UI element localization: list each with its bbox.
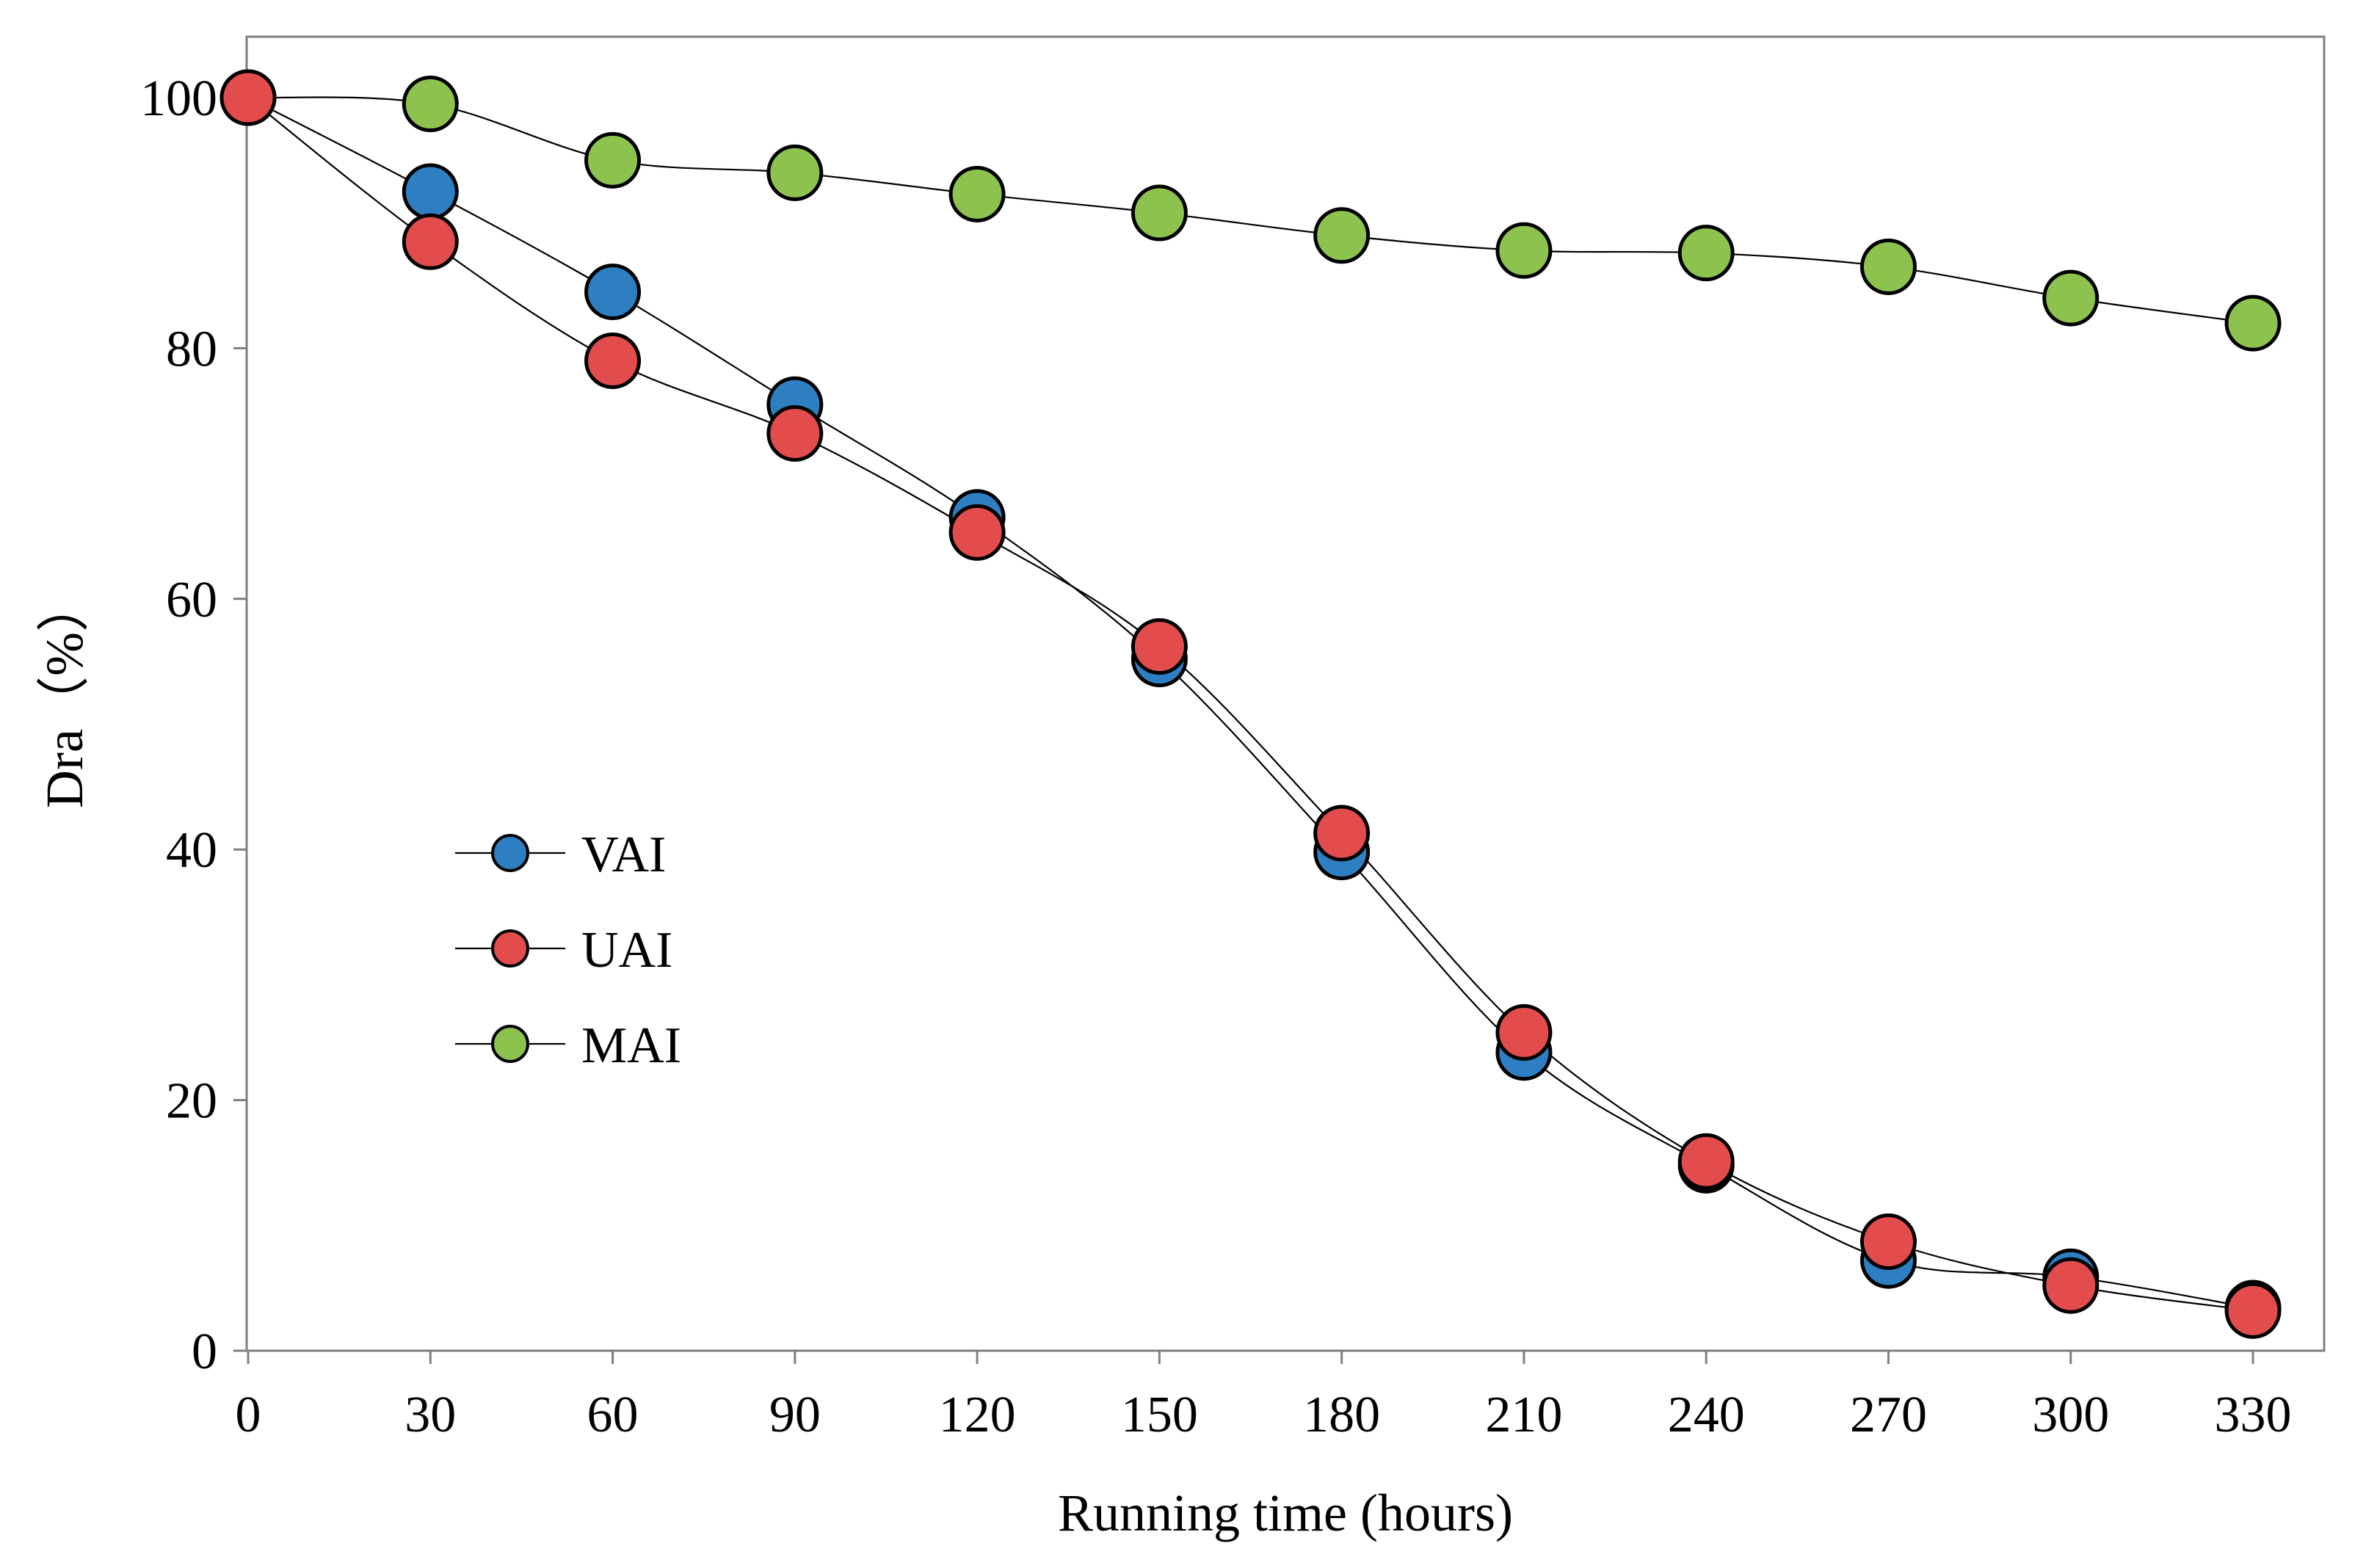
point-mai-30 <box>402 76 459 133</box>
legend-marker <box>491 929 529 968</box>
x-tick-label: 240 <box>1668 1387 1745 1443</box>
point-mai-210 <box>1495 222 1553 279</box>
point-uai-330 <box>2224 1282 2282 1339</box>
point-mai-270 <box>1859 238 1917 295</box>
point-uai-240 <box>1677 1133 1735 1190</box>
legend-marker <box>491 1025 529 1063</box>
x-tick-label: 120 <box>939 1387 1016 1443</box>
point-mai-240 <box>1677 225 1735 282</box>
point-uai-60 <box>584 332 642 389</box>
plot-frame <box>245 35 2326 1352</box>
legend-item-mai: MAI <box>455 1017 681 1074</box>
point-uai-210 <box>1495 1003 1553 1061</box>
legend-marker <box>491 834 529 872</box>
point-mai-90 <box>766 144 824 201</box>
y-tick-label: 100 <box>140 70 217 127</box>
point-mai-180 <box>1313 207 1371 264</box>
y-ticks: 0 20 40 60 80 100 <box>140 70 247 1380</box>
legend-item-uai: UAI <box>455 922 672 979</box>
legend-label: VAI <box>581 827 666 883</box>
x-tick-label: 180 <box>1303 1387 1380 1443</box>
point-uai-0 <box>219 69 277 126</box>
series-line-vai <box>247 97 2254 1310</box>
x-tick-label: 90 <box>769 1387 821 1443</box>
x-tick-label: 0 <box>236 1387 261 1443</box>
point-uai-90 <box>766 404 824 462</box>
y-tick-label: 40 <box>166 822 217 879</box>
legend-item-vai: VAI <box>455 827 666 883</box>
x-tick-label: 150 <box>1121 1387 1198 1443</box>
series-markers <box>219 69 2282 1339</box>
y-tick-label: 20 <box>166 1073 217 1130</box>
point-uai-120 <box>948 504 1006 561</box>
legend-label: MAI <box>581 1017 681 1074</box>
y-tick-label: 80 <box>166 321 217 377</box>
x-tick-label: 30 <box>404 1387 456 1443</box>
point-uai-270 <box>1859 1213 1917 1270</box>
series-line-mai <box>247 96 2254 324</box>
point-uai-300 <box>2042 1257 2100 1314</box>
y-tick-label: 60 <box>166 572 217 628</box>
point-mai-60 <box>584 131 642 189</box>
series-lines <box>247 96 2254 1312</box>
series-line-uai <box>247 97 2254 1312</box>
point-vai-30 <box>402 163 459 220</box>
point-mai-300 <box>2042 269 2100 327</box>
y-tick-label: 0 <box>192 1324 217 1380</box>
point-uai-150 <box>1131 618 1188 675</box>
x-tick-label: 210 <box>1485 1387 1562 1443</box>
point-mai-330 <box>2224 294 2282 352</box>
legend: VAI UAI MAI <box>455 827 681 1074</box>
x-tick-label: 270 <box>1850 1387 1927 1443</box>
point-mai-120 <box>948 165 1006 222</box>
x-tick-label: 60 <box>587 1387 639 1443</box>
point-vai-60 <box>584 264 642 321</box>
x-tick-label: 300 <box>2032 1387 2109 1443</box>
y-axis-title: Dra（%） <box>35 579 94 808</box>
point-mai-150 <box>1131 184 1188 242</box>
point-uai-180 <box>1313 805 1371 862</box>
x-tick-label: 330 <box>2215 1387 2292 1443</box>
legend-label: UAI <box>581 922 672 979</box>
x-ticks: 0 30 60 90 120 150 180 210 240 270 300 330 <box>236 1351 2292 1443</box>
x-axis-title: Running time (hours) <box>1058 1484 1513 1542</box>
series-layer <box>219 69 2282 1339</box>
point-uai-30 <box>402 213 459 270</box>
